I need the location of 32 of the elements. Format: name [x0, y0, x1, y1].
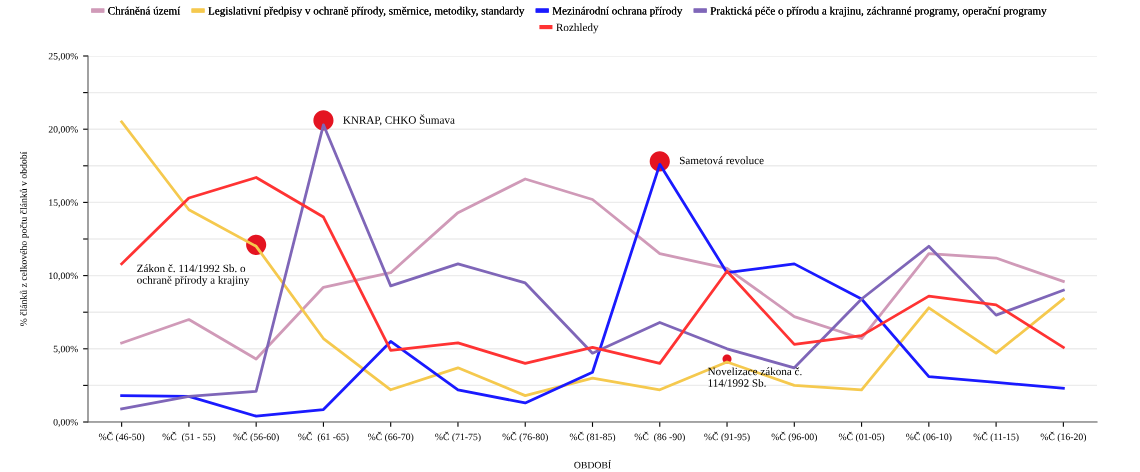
legend-label: Mezinárodní ochrana přírody — [552, 6, 683, 17]
x-tick-label: %Č (16-20) — [1040, 431, 1087, 443]
annotation: Zákon č. 114/1992 Sb. o ochraně přírody a krajiny — [137, 264, 250, 287]
x-tick-label: %Č (56-60) — [233, 431, 279, 443]
x-tick-label: %Č (61 -65) — [298, 431, 349, 443]
x-tick-label: %Č (81-85) — [569, 431, 616, 443]
legend-label: Praktická péče o přírodu a krajinu, záchranné programy, operační programy — [710, 6, 1047, 17]
x-tick-label: %Č (91-95) — [704, 431, 750, 443]
x-tick-label: %Č (06-10) — [906, 431, 952, 443]
y-tick-label: 10,00% — [49, 272, 78, 281]
annotation: KNRAP, CHKO Šumava — [343, 114, 455, 126]
x-tick-label: %Č (46-50) — [98, 431, 145, 443]
x-axis-title: OBDOBÍ — [574, 459, 611, 469]
y-tick-label: 15,00% — [49, 199, 78, 208]
x-tick-label: %Č (96-00) — [771, 431, 817, 443]
legend-label: Chráněná území — [108, 6, 181, 15]
legend-label: Rozhledy — [556, 23, 599, 34]
x-tick-label: %Č (51 - 55) — [162, 431, 216, 443]
x-tick-label: %Č (66-70) — [367, 431, 414, 443]
y-tick-label: 5,00% — [53, 345, 78, 354]
y-tick-label: 20,00% — [48, 126, 78, 135]
y-axis-title: % článků z celkového počtu článků v období — [19, 151, 29, 327]
x-tick-label: %Č (01-05) — [838, 431, 885, 443]
x-tick-label: %Č (76-80) — [502, 431, 548, 443]
x-tick-label: %Č (71-75) — [435, 431, 481, 443]
x-tick-label: %Č (11-15) — [973, 431, 1019, 443]
x-tick-label: %Č (86 -90) — [634, 431, 685, 443]
y-tick-label: 0,00% — [53, 418, 78, 427]
legend-label: Legislativní předpisy v ochraně přírody, směrnice, metodiky, standardy — [208, 6, 525, 17]
annotation: Sametová revoluce — [679, 156, 764, 165]
annotation: Novelizace zákona č. 114/1992 Sb. — [707, 367, 802, 387]
y-tick-label: 25,00% — [48, 52, 78, 61]
